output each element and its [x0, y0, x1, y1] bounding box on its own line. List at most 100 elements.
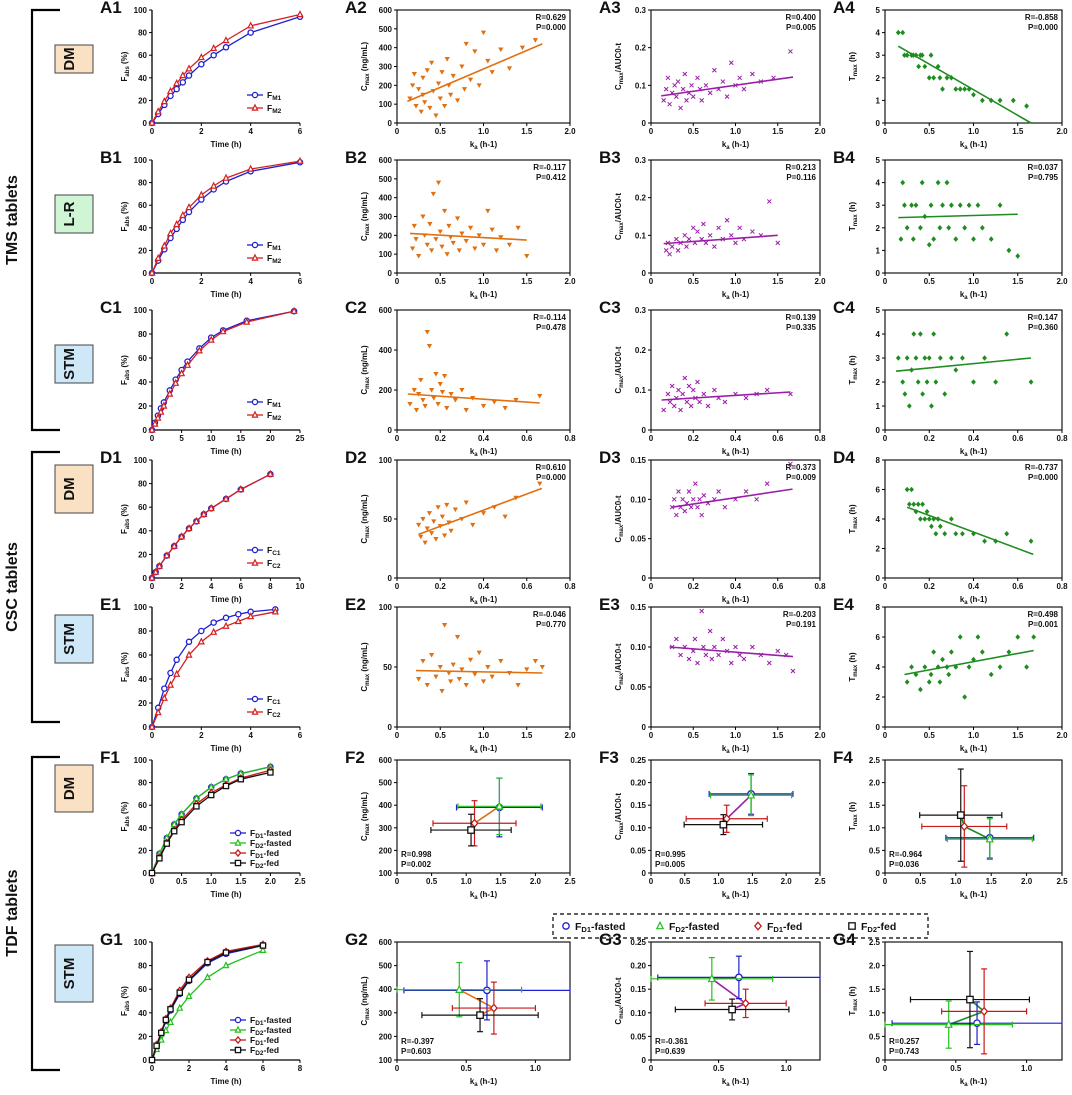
- data-point: [682, 375, 688, 381]
- legend-tail: -fed: [264, 858, 280, 868]
- x-tick-label: 1.5: [1012, 277, 1024, 286]
- legend-main: F: [267, 707, 272, 717]
- data-point: [931, 75, 937, 81]
- data-point: [185, 72, 193, 79]
- data-point: [148, 1056, 156, 1064]
- legend-marker: [251, 398, 259, 406]
- y-tick-label: 6: [876, 486, 881, 495]
- x-axis-label-main: Time (h): [211, 140, 242, 149]
- data-point: [1004, 331, 1010, 337]
- y-tick-label: 3: [876, 354, 881, 363]
- fit-line: [897, 45, 1032, 124]
- data-point: [480, 679, 487, 684]
- data-point: [690, 496, 696, 502]
- data-point: [920, 391, 926, 397]
- y-tick-label: 0.25: [630, 756, 646, 765]
- y-axis-label: Cmax/AUC0-t: [614, 793, 625, 840]
- y-tick-label: 300: [379, 1009, 393, 1018]
- data-point: [971, 91, 976, 98]
- panel-F1: F1 0 0.5 1.0 1.5 2.0 2.5 0 20 40 60 80 100 Time (h) Fa…: [100, 748, 306, 899]
- panel-label: F1: [100, 748, 120, 767]
- data-point: [407, 96, 413, 102]
- y-tick-label: 60: [138, 51, 147, 60]
- x-tick-label: 2.0: [814, 731, 826, 740]
- panel-label: F4: [833, 748, 853, 767]
- y-axis-label-main: F: [120, 529, 129, 534]
- data-point: [524, 667, 530, 672]
- data-point: [898, 236, 904, 242]
- data-point: [160, 241, 168, 249]
- y-tick-label: 0: [876, 269, 881, 278]
- data-point: [179, 79, 187, 86]
- legend-entry: FD2-fed: [250, 858, 279, 870]
- x-tick-label: 0.2: [435, 434, 447, 443]
- data-point: [166, 86, 175, 95]
- x-tick-label: 0.2: [688, 434, 700, 443]
- data-point: [960, 530, 965, 537]
- data-point: [185, 991, 193, 999]
- x-axis-label-main: Time (h): [211, 744, 242, 753]
- data-point: [444, 502, 450, 508]
- data-point: [979, 97, 985, 104]
- x-axis-label-sub: a: [964, 145, 968, 151]
- x-axis-label-tail: (h-1): [730, 140, 750, 149]
- data-point: [163, 840, 171, 847]
- data-point: [940, 202, 945, 208]
- data-point: [689, 82, 694, 88]
- data-point: [506, 242, 513, 248]
- data-point: [480, 30, 487, 36]
- data-point: [911, 331, 917, 337]
- y-tick-label: 4: [876, 330, 881, 339]
- fit-line: [663, 234, 778, 245]
- axes: [151, 10, 300, 124]
- y-axis-label-main: C: [360, 1020, 369, 1026]
- x-tick-label: 6: [298, 277, 303, 286]
- data-point: [219, 327, 227, 335]
- y-tick-label: 0.15: [630, 985, 646, 994]
- group-title: TMS tablets: [4, 175, 21, 265]
- data-point: [918, 331, 923, 337]
- data-point: [1010, 97, 1016, 104]
- p-value: P=0.743: [889, 1047, 920, 1056]
- y-axis-label-tail: (%): [120, 504, 129, 519]
- data-point: [411, 223, 417, 229]
- data-point: [975, 202, 981, 208]
- y-tick-label: 100: [379, 603, 393, 612]
- x-tick-label: 1.0: [1021, 1064, 1033, 1073]
- p-value: P=0.412: [536, 173, 567, 182]
- legend-marker: [848, 922, 856, 930]
- y-tick-label: 5: [876, 156, 881, 165]
- data-point: [904, 225, 910, 231]
- data-point: [444, 252, 450, 257]
- legend-entry: FM1: [267, 90, 282, 102]
- data-point: [160, 693, 168, 701]
- x-axis-label-main: k: [960, 595, 965, 604]
- data-point: [176, 1003, 184, 1011]
- data-point: [688, 504, 694, 510]
- y-axis-label: Cmax/AUC0-t: [614, 43, 625, 90]
- legend-marker: [251, 707, 259, 715]
- data-point: [716, 489, 721, 494]
- data-point: [424, 68, 430, 73]
- y-axis-label-tail: (h): [848, 355, 857, 368]
- data-point: [162, 1016, 170, 1024]
- legend-sub: M1: [272, 402, 281, 409]
- data-point: [422, 404, 428, 409]
- y-axis-label: Tmax (h): [848, 986, 859, 1016]
- data-point: [910, 236, 916, 242]
- data-point: [485, 208, 491, 214]
- condition-label: STM: [61, 958, 78, 990]
- r-value: R=-0.046: [533, 610, 567, 619]
- x-tick-label: 2: [199, 127, 204, 136]
- data-point: [195, 346, 203, 354]
- legend-entry: FD1-fed: [250, 848, 279, 860]
- data-point: [463, 500, 469, 506]
- data-point: [724, 217, 730, 223]
- x-tick-label: 15: [236, 434, 245, 443]
- y-tick-label: 0: [876, 1056, 881, 1065]
- data-point: [429, 248, 435, 253]
- data-point: [733, 644, 738, 650]
- x-tick-label: 0.6: [521, 582, 533, 591]
